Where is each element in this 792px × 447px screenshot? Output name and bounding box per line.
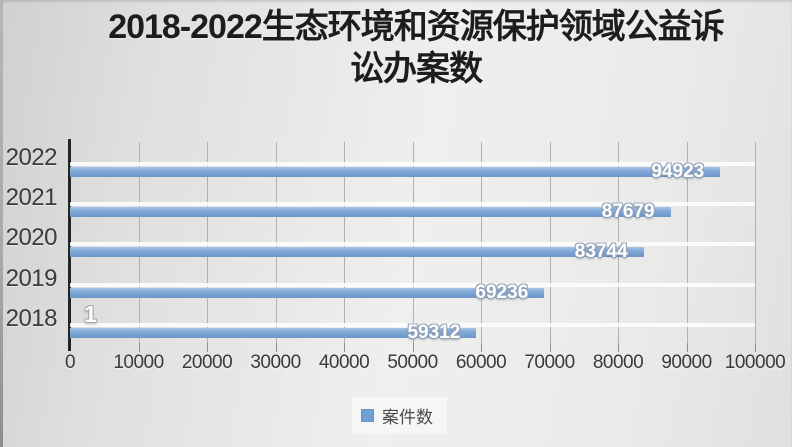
bar-value-label: 69236: [475, 281, 529, 303]
x-axis-tick-label: 20000: [181, 352, 233, 373]
plot-area: 94923 87679 83744 69236 59312 1: [68, 139, 756, 352]
x-axis-tick-label: 50000: [387, 352, 438, 373]
bar-value-label: 59312: [407, 321, 461, 343]
bar: [70, 287, 545, 298]
bar: [70, 167, 721, 177]
legend-label: 案件数: [382, 408, 433, 427]
x-axis-tick: [481, 343, 482, 352]
x-axis-tick: [344, 343, 345, 352]
chart-title-line1: 2018-2022生态环境和资源保护领域公益诉: [108, 8, 725, 46]
x-axis-tick-label: 10000: [113, 352, 164, 373]
y-axis-category-label: 2021: [5, 184, 58, 212]
y-axis: 2022 2021 2020 2019 2018: [0, 142, 63, 343]
x-axis-tick-label: 0: [64, 352, 76, 373]
x-axis-tick: [138, 343, 140, 352]
y-axis-category-label: 2020: [5, 224, 58, 252]
y-axis-category-label: 2018: [5, 304, 58, 332]
chart-title: 2018-2022生态环境和资源保护领域公益诉 讼办案数: [44, 6, 788, 90]
extra-point-label: 1: [84, 300, 97, 327]
x-axis-tick: [275, 343, 277, 352]
band-highlight-strip: [70, 162, 755, 166]
x-axis-tick: [618, 343, 619, 352]
x-axis-tick-label: 70000: [524, 352, 575, 373]
left-edge-shadow: [0, 0, 3, 447]
x-axis-tick: [549, 343, 551, 352]
bar: [70, 247, 644, 258]
x-axis: 0 10000 20000 30000 40000 50000 60000 70000 8000…: [0, 352, 792, 378]
band-highlight-strip: [70, 322, 755, 327]
x-axis-tick-label: 40000: [318, 352, 370, 373]
band-highlight-strip: [70, 242, 755, 247]
gridline: [755, 142, 756, 343]
x-axis-tick-label: 100000: [724, 352, 786, 373]
x-axis-tick-label: 80000: [592, 352, 644, 373]
y-axis-line: [68, 139, 71, 351]
x-axis-tick: [686, 343, 688, 352]
legend-swatch-icon: [361, 409, 374, 422]
band-highlight-strip: [70, 202, 755, 207]
x-axis-tick-label: 90000: [661, 352, 712, 373]
x-axis-tick-label: 60000: [455, 352, 507, 373]
band-highlight-strip: [70, 282, 755, 287]
bar-value-label: 83744: [574, 241, 628, 263]
x-axis-tick: [755, 343, 756, 352]
bar: [70, 207, 671, 218]
x-axis-tick: [207, 343, 208, 352]
bar: [70, 327, 477, 338]
chart-title-line2: 讼办案数: [350, 50, 483, 88]
bar-value-label: 94923: [651, 161, 705, 182]
x-axis-tick: [412, 343, 414, 352]
x-axis-tick-label: 30000: [250, 352, 301, 373]
y-axis-category-label: 2022: [5, 144, 58, 171]
legend: 案件数: [352, 397, 447, 434]
bar-value-label: 87679: [601, 201, 655, 223]
y-axis-category-label: 2019: [5, 264, 58, 292]
